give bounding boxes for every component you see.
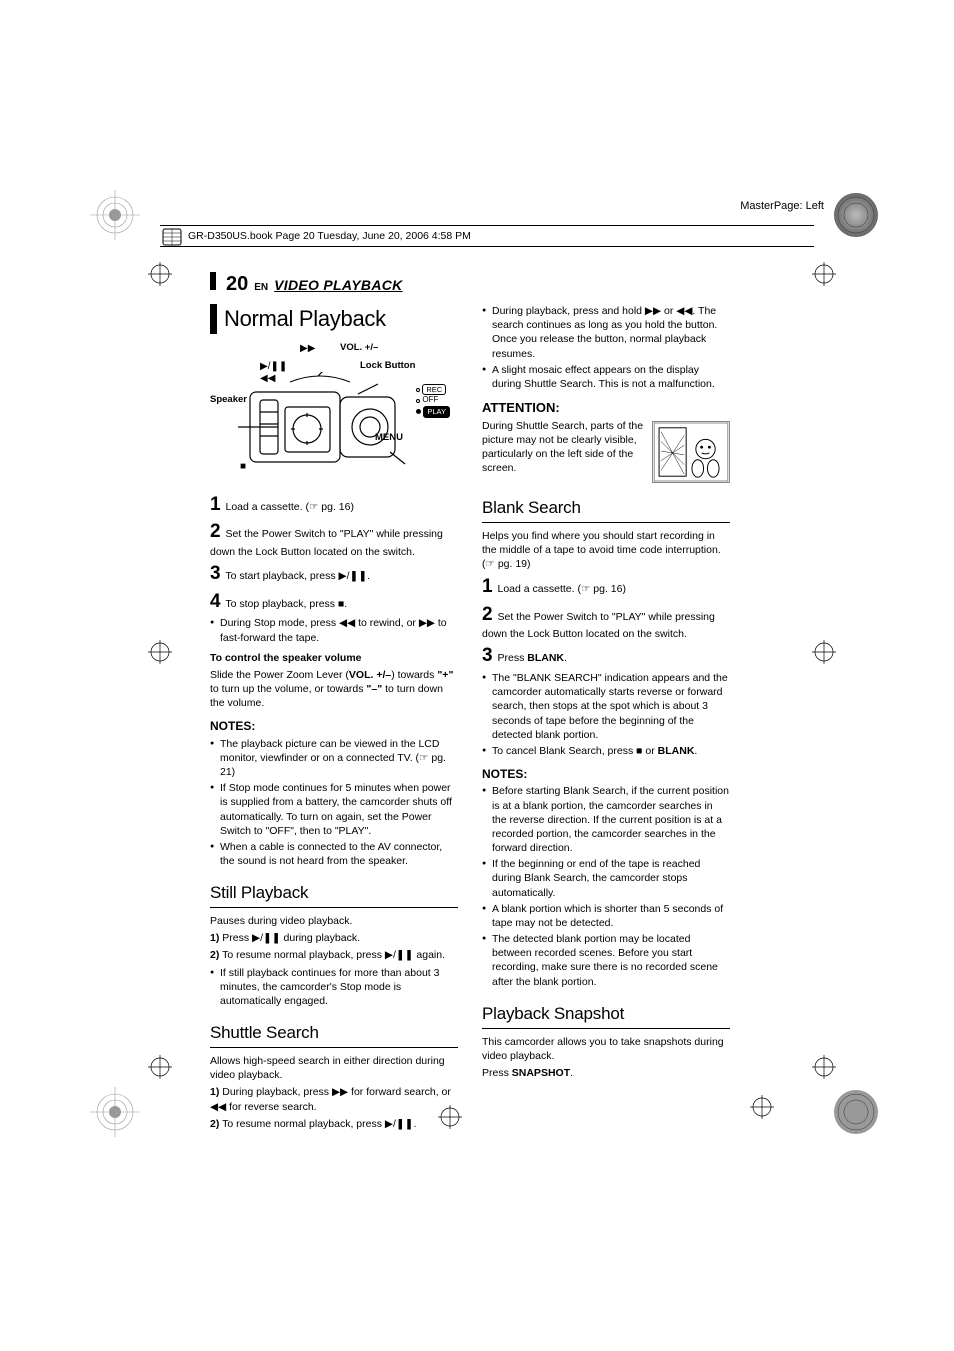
crosshair-icon: [148, 262, 172, 286]
step-4: 4 To stop playback, press ■.: [210, 589, 458, 615]
shuttle-top-bullets: During playback, press and hold ▶▶ or ◀◀…: [482, 304, 730, 391]
crosshair-icon: [812, 640, 836, 664]
crosshair-icon: [148, 1055, 172, 1079]
step-1: 1 Load a cassette. (☞ pg. 16): [210, 492, 458, 518]
right-column: During playback, press and hold ▶▶ or ◀◀…: [482, 304, 730, 1134]
crop-ornament-icon: [829, 1085, 884, 1140]
book-icon: [160, 224, 186, 250]
crosshair-icon: [812, 1055, 836, 1079]
shuttle-step-1: 1) During playback, press ▶▶ for forward…: [210, 1085, 458, 1113]
step4-bullet: During Stop mode, press ◀◀ to rewind, or…: [210, 616, 458, 644]
page: MasterPage: Left GR-D350US.book Page 20 …: [0, 0, 954, 1351]
still-step-1: 1) Press ▶/❚❚ during playback.: [210, 931, 458, 945]
still-playback-title: Still Playback: [210, 882, 458, 908]
note-item: If Stop mode continues for 5 minutes whe…: [210, 781, 458, 838]
volume-control-body: Slide the Power Zoom Lever (VOL. +/–) to…: [210, 668, 458, 711]
play-label: PLAY: [423, 406, 450, 418]
still-step-2: 2) To resume normal playback, press ▶/❚❚…: [210, 948, 458, 962]
vol-label: VOL. +/–: [340, 342, 378, 355]
still-bullet: If still playback continues for more tha…: [210, 966, 458, 1009]
notes-head-left: NOTES:: [210, 718, 458, 734]
blank-intro: Helps you find where you should start re…: [482, 529, 730, 572]
crosshair-icon: [750, 1095, 774, 1119]
note-item: The detected blank portion may be locate…: [482, 932, 730, 989]
note-item: A blank portion which is shorter than 5 …: [482, 902, 730, 930]
masterpage-label: MasterPage: Left: [740, 200, 824, 212]
still-bullet-list: If still playback continues for more tha…: [210, 966, 458, 1009]
step-2: 2 Set the Power Switch to "PLAY" while p…: [210, 519, 458, 559]
note-item: If the beginning or end of the tape is r…: [482, 857, 730, 900]
normal-playback-title: Normal Playback: [210, 304, 458, 334]
lock-button-label: Lock Button: [360, 360, 415, 373]
book-header-bar: GR-D350US.book Page 20 Tuesday, June 20,…: [160, 225, 814, 247]
volume-control-head: To control the speaker volume: [210, 651, 458, 665]
playback-snapshot-title: Playback Snapshot: [482, 1003, 730, 1029]
page-lang: EN: [254, 282, 268, 293]
step4-bullet-list: During Stop mode, press ◀◀ to rewind, or…: [210, 616, 458, 644]
attention-illustration-icon: [652, 421, 730, 483]
note-item: The playback picture can be viewed in th…: [210, 737, 458, 780]
notes-list-left: The playback picture can be viewed in th…: [210, 737, 458, 869]
blank-bullets: The "BLANK SEARCH" indication appears an…: [482, 671, 730, 758]
crosshair-icon: [812, 262, 836, 286]
columns: Normal Playback VOL. +/– Lock Button Spe…: [210, 304, 740, 1134]
blank-step-3: 3 Press BLANK.: [482, 643, 730, 669]
power-switch-legend: REC OFF PLAY: [416, 384, 450, 418]
crosshair-icon: [148, 640, 172, 664]
page-number: 20: [226, 273, 248, 296]
attention-block: During Shuttle Search, parts of the pict…: [482, 419, 730, 483]
snapshot-intro: This camcorder allows you to take snapsh…: [482, 1035, 730, 1063]
note-item: When a cable is connected to the AV conn…: [210, 840, 458, 868]
blank-notes-list: Before starting Blank Search, if the cur…: [482, 784, 730, 988]
bullet-item: The "BLANK SEARCH" indication appears an…: [482, 671, 730, 742]
page-header: 20 EN VIDEO PLAYBACK: [210, 272, 740, 296]
shuttle-step-2: 2) To resume normal playback, press ▶/❚❚…: [210, 1117, 458, 1131]
blank-search-title: Blank Search: [482, 497, 730, 523]
rec-label: REC: [422, 384, 446, 396]
off-label: OFF: [422, 395, 438, 405]
crop-mark-icon: [88, 188, 143, 243]
page-section-title: VIDEO PLAYBACK: [274, 277, 402, 293]
snapshot-press: Press SNAPSHOT.: [482, 1066, 730, 1080]
book-header-text: GR-D350US.book Page 20 Tuesday, June 20,…: [188, 230, 471, 242]
bullet-item: To cancel Blank Search, press ■ or BLANK…: [482, 744, 730, 758]
content-area: 20 EN VIDEO PLAYBACK Normal Playback VOL…: [210, 272, 740, 1134]
left-column: Normal Playback VOL. +/– Lock Button Spe…: [210, 304, 458, 1134]
step-3: 3 To start playback, press ▶/❚❚.: [210, 561, 458, 587]
notes-head-right: NOTES:: [482, 766, 730, 782]
crop-ornament-icon: [829, 188, 884, 243]
bullet-item: During playback, press and hold ▶▶ or ◀◀…: [482, 304, 730, 361]
shuttle-search-title: Shuttle Search: [210, 1022, 458, 1048]
camcorder-diagram: VOL. +/– Lock Button Speaker MENU ▶▶ ▶/❚…: [210, 342, 450, 482]
note-item: Before starting Blank Search, if the cur…: [482, 784, 730, 855]
bullet-item: A slight mosaic effect appears on the di…: [482, 363, 730, 391]
crop-mark-icon: [88, 1085, 143, 1140]
blank-step-2: 2 Set the Power Switch to "PLAY" while p…: [482, 602, 730, 642]
shuttle-intro: Allows high-speed search in either direc…: [210, 1054, 458, 1082]
attention-head: ATTENTION:: [482, 399, 730, 417]
still-intro: Pauses during video playback.: [210, 914, 458, 928]
ff-glyph: ▶▶: [300, 342, 315, 356]
blank-step-1: 1 Load a cassette. (☞ pg. 16): [482, 574, 730, 600]
camcorder-icon: [230, 372, 430, 492]
